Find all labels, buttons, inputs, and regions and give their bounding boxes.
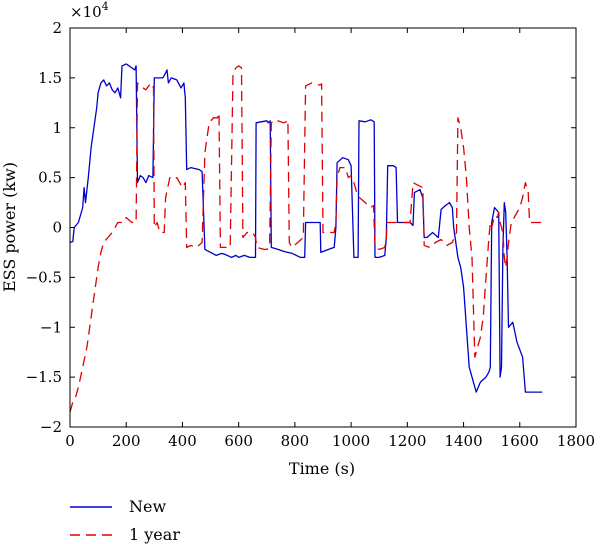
ticks-layer: 0 200 400 600 800 1000 1200 1400 1600 1800 −2 −1.5 −… [26,19,596,450]
x-tick-label: 1000 [332,432,370,450]
x-tick-label: 0 [65,432,75,450]
y-multiplier-exponent: 4 [102,0,109,13]
series-line-new [69,63,543,393]
x-tick-label: 400 [168,432,197,450]
y-axis-label: ESS power (kw) [0,162,19,292]
y-tick-label: 0.5 [38,169,62,187]
y-tick-label: 1 [52,119,62,137]
legend-label-1-year: 1 year [129,525,180,544]
y-tick-label: 1.5 [38,69,62,87]
x-axis-label: Time (s) [289,459,355,478]
x-tick-label: 800 [281,432,310,450]
x-tick-label: 600 [224,432,253,450]
x-tick-label: 200 [112,432,141,450]
legend-label-new: New [129,497,166,516]
y-tick-label: 0 [52,219,62,237]
x-tick-label: 1200 [388,432,426,450]
y-tick-label: −1 [40,318,62,336]
legend: New 1 year [70,497,180,544]
y-tick-label: −0.5 [26,268,62,286]
y-multiplier-base: ×10 [70,3,102,21]
x-tick-label: 1600 [501,432,539,450]
y-tick-label: −2 [40,418,62,436]
x-tick-label: 1800 [557,432,595,450]
x-tick-label: 1400 [444,432,482,450]
y-tick-label: −1.5 [26,368,62,386]
y-tick-label: 2 [52,19,62,37]
series-line-1-year [69,65,543,413]
series-layer [69,63,543,413]
y-axis-multiplier: ×104 [70,0,109,21]
